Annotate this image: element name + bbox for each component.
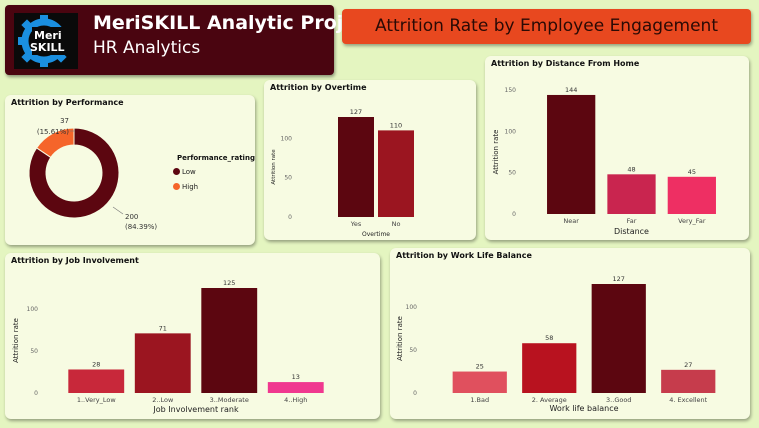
- data-label: 28: [92, 360, 100, 368]
- x-tick-label: Near: [563, 217, 579, 225]
- y-tick-label: 0: [34, 390, 38, 397]
- y-tick-label: 50: [30, 348, 38, 355]
- x-tick-label: 1..Very_Low: [77, 396, 116, 404]
- data-label: 58: [545, 334, 553, 342]
- x-axis-title: Overtime: [362, 231, 390, 238]
- y-axis-title: Attrition rate: [12, 318, 20, 363]
- x-tick-label: 3..Moderate: [210, 396, 249, 404]
- bar: [68, 369, 125, 393]
- bar: [661, 369, 716, 393]
- dashboard-title-banner: Attrition Rate by Employee Engagement: [342, 9, 751, 44]
- project-title: MeriSKILL Analytic Project: [93, 12, 377, 34]
- performance-donut-chart: 37 (15.61%) 200 (84.39%): [28, 117, 157, 231]
- y-tick-label: 0: [288, 214, 292, 221]
- y-tick-label: 0: [413, 390, 417, 397]
- y-tick-label: 100: [27, 306, 39, 313]
- wlb-bar-chart: 0 50 100 25 1.Bad 58 2. Average 127 3..Good 27 4. …: [396, 275, 716, 413]
- x-tick-label: 2..Low: [152, 396, 174, 404]
- data-label: (84.39%): [125, 223, 157, 231]
- bar: [667, 176, 716, 214]
- legend-item-high[interactable]: High: [173, 183, 198, 191]
- legend-item-low[interactable]: Low: [173, 168, 196, 176]
- data-label: 71: [159, 324, 167, 332]
- bar: [378, 130, 414, 217]
- data-label: 144: [565, 86, 577, 94]
- x-tick-label: 4. Excellent: [669, 396, 707, 404]
- overtime-title: Attrition by Overtime: [270, 83, 367, 92]
- data-label: 13: [292, 373, 300, 381]
- y-axis-title: Attrition rate: [271, 149, 277, 185]
- y-tick-label: 50: [508, 170, 516, 177]
- data-label: 127: [613, 275, 625, 283]
- bar: [452, 371, 507, 393]
- data-label: 127: [350, 108, 362, 116]
- data-label: 110: [390, 121, 402, 129]
- bar: [522, 343, 577, 393]
- data-label: 125: [223, 279, 235, 287]
- performance-card: Attrition by Performance 37 (15.61%) 200 (8…: [5, 95, 255, 245]
- project-header: Meri SKILL MeriSKILL Analytic Project HR…: [5, 5, 377, 75]
- data-label: 27: [684, 361, 692, 369]
- job-involvement-card: Attrition by Job Involvement 0 50 100 28 1..…: [5, 253, 380, 419]
- bar: [267, 382, 324, 393]
- x-tick-label: Very_Far: [678, 217, 706, 225]
- data-label: 25: [476, 363, 484, 371]
- y-tick-label: 100: [281, 135, 293, 142]
- x-axis-title: Job Involvement rank: [152, 405, 239, 414]
- x-tick-label: 1.Bad: [470, 396, 489, 404]
- legend-label-low: Low: [182, 168, 196, 176]
- y-tick-label: 0: [512, 211, 516, 218]
- job-involvement-bar-chart: 0 50 100 28 1..Very_Low 71 2..Low 125 3..Moderat…: [12, 279, 324, 414]
- data-label: 45: [688, 168, 696, 176]
- gear-icon: Meri SKILL: [18, 15, 72, 67]
- bar: [338, 117, 374, 217]
- x-tick-label: No: [392, 220, 401, 228]
- legend-label-high: High: [182, 183, 199, 191]
- y-tick-label: 50: [284, 175, 292, 182]
- wlb-card: Attrition by Work Life Balance 0 50 100 25 1…: [390, 248, 750, 419]
- y-axis-title: Attrition rate: [492, 130, 500, 175]
- bar: [201, 288, 258, 393]
- y-tick-label: 100: [406, 304, 418, 311]
- bar: [591, 284, 646, 393]
- y-tick-label: 100: [505, 128, 517, 135]
- svg-text:SKILL: SKILL: [30, 41, 65, 54]
- data-label: 200: [125, 213, 138, 221]
- y-tick-label: 50: [409, 347, 417, 354]
- bar: [547, 94, 596, 214]
- wlb-title: Attrition by Work Life Balance: [396, 251, 532, 260]
- x-axis-title: Work life balance: [549, 404, 618, 413]
- distance-title: Attrition by Distance From Home: [491, 59, 640, 68]
- bar: [134, 333, 191, 393]
- y-tick-label: 150: [505, 87, 517, 94]
- distance-card: Attrition by Distance From Home 0 50 100 15…: [485, 56, 749, 240]
- y-axis-title: Attrition rate: [396, 316, 404, 361]
- x-tick-label: 4..High: [284, 396, 307, 404]
- performance-title: Attrition by Performance: [11, 98, 124, 107]
- distance-bar-chart: 0 50 100 150 144 Near 48 Far 45 Very_Far Distance A…: [492, 86, 716, 236]
- legend-title: Performance_rating: [177, 154, 255, 162]
- x-axis-title: Distance: [614, 227, 649, 236]
- data-label: 37: [60, 117, 69, 125]
- legend-swatch-low: [173, 168, 180, 175]
- x-tick-label: 3..Good: [606, 396, 631, 404]
- leader-line: [112, 206, 124, 215]
- bar: [607, 174, 656, 214]
- legend-swatch-high: [173, 183, 180, 190]
- data-label: (15.61%): [37, 128, 69, 136]
- meriskill-logo: Meri SKILL: [14, 13, 78, 69]
- x-tick-label: Yes: [350, 220, 362, 228]
- donut-slice: [28, 127, 120, 219]
- x-tick-label: 2. Average: [532, 396, 567, 404]
- overtime-card: Attrition by Overtime 0 50 100 127 Yes 110 No O…: [264, 80, 476, 240]
- x-tick-label: Far: [627, 217, 637, 225]
- data-label: 48: [627, 165, 635, 173]
- project-subtitle: HR Analytics: [93, 38, 201, 58]
- svg-text:Meri: Meri: [34, 29, 62, 42]
- job-involvement-title: Attrition by Job Involvement: [11, 256, 139, 265]
